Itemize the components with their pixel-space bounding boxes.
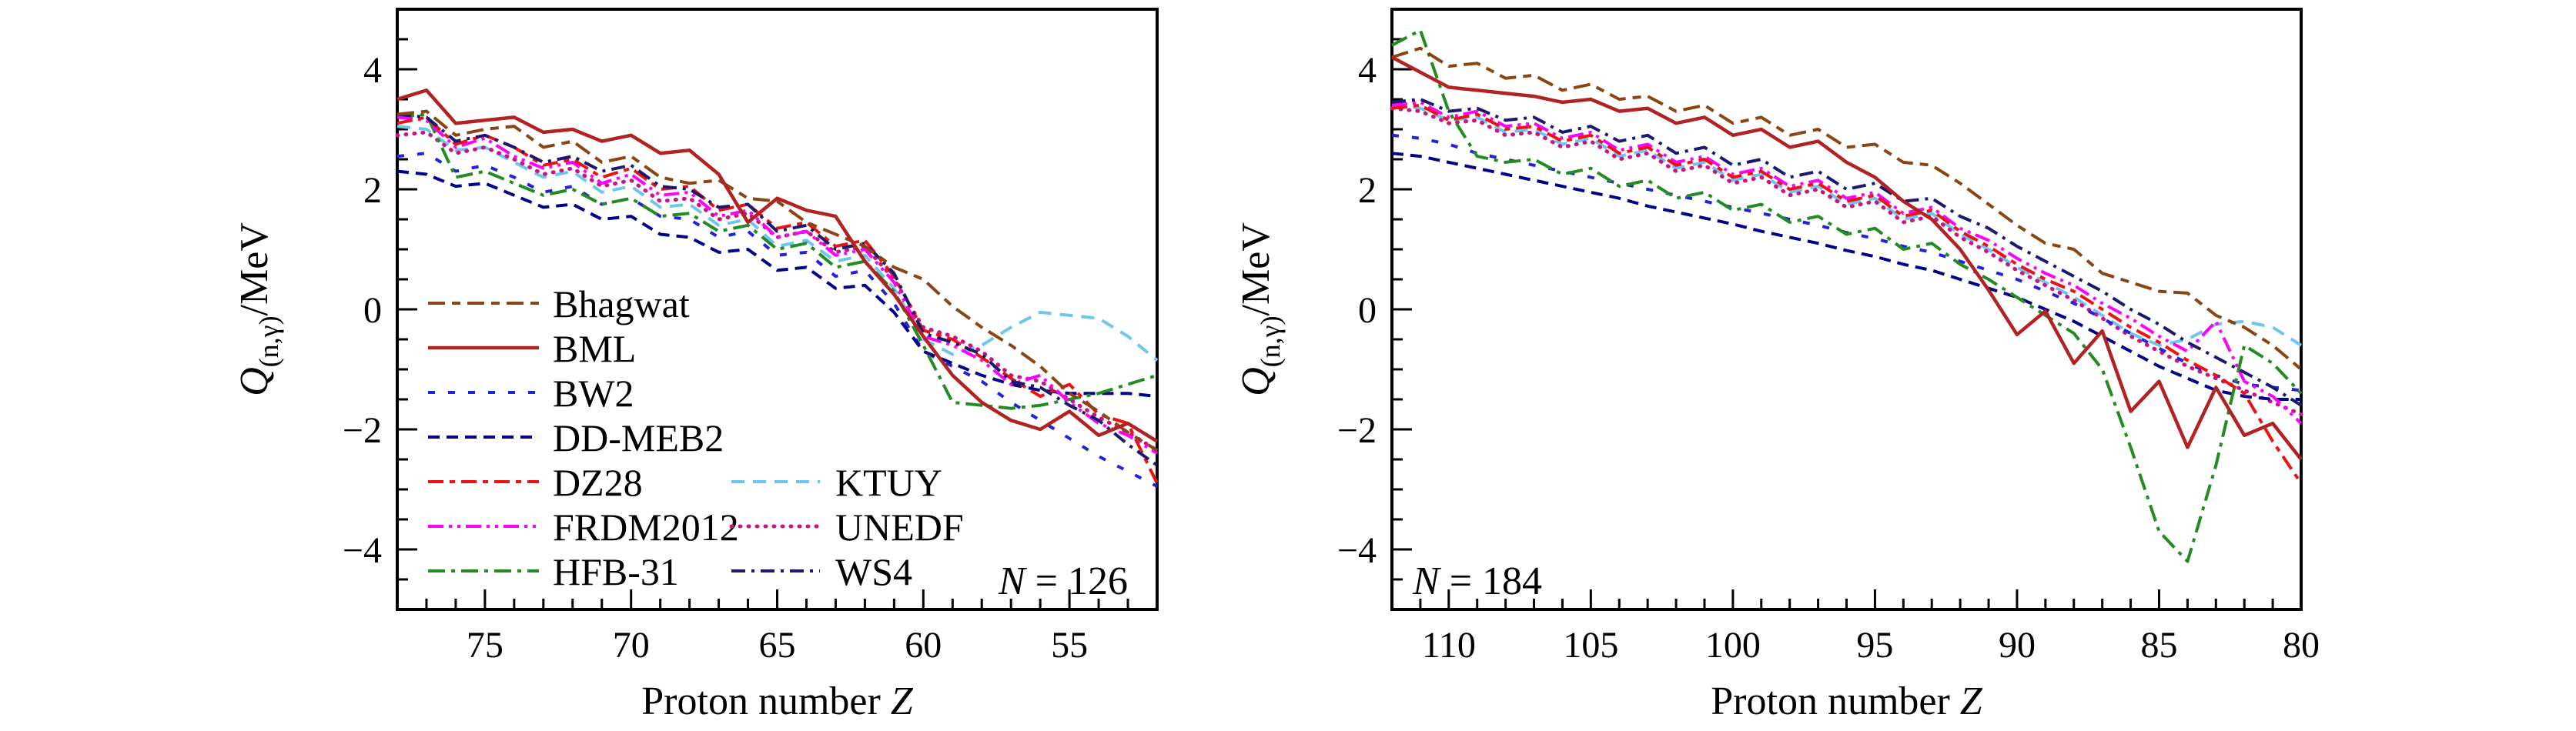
series-line-KTUY [396,125,1159,362]
y-axis-tick-label: −2 [343,410,382,451]
series-group [1390,28,2303,563]
y-axis-tick-label: −2 [1337,410,1377,451]
series-line-KTUY [1391,103,2303,347]
legend-label-DD-MEB2: DD-MEB2 [553,416,724,459]
y-axis-ticks: 4 2 0 −2 −4 [343,38,417,581]
panel-left: 75 70 65 60 55 4 2 0 −2 −4 BhagwatBMLBW2DD-MEB2DZ2… [233,8,1159,723]
series-line-BML [1390,55,2303,461]
series-line-FRDM2012 [1391,100,2303,425]
legend-label-HFB-31: HFB-31 [553,550,679,593]
x-axis-tick-label: 75 [467,625,503,666]
series-line-DD-MEB2 [396,169,1158,399]
plot-frame [1390,8,2303,611]
y-axis-tick-label: 0 [363,290,382,331]
series-line-Bhagwat [1391,46,2303,371]
y-axis-tick-label: 2 [1358,170,1377,211]
y-axis-tick-label: −4 [1337,530,1377,571]
legend-label-KTUY: KTUY [835,461,942,504]
series-line-Bhagwat [396,109,1159,452]
panel-right: 110 105 100 95 90 85 80 4 2 0 −2 −4 N = 184 Proton nu… [1234,8,2320,723]
x-axis-tick-label: 100 [1705,625,1761,666]
legend-label-BW2: BW2 [553,372,634,415]
x-axis-tick-label: 95 [1856,625,1893,666]
plot-frame [396,8,1159,611]
y-axis-title: Q(n,γ)/MeV [233,222,284,396]
series-line-UNEDF [1390,106,2303,416]
legend-label-Bhagwat: Bhagwat [553,282,690,325]
x-axis-tick-label: 85 [2140,625,2177,666]
x-axis-tick-label: 70 [613,625,650,666]
y-axis-title: Q(n,γ)/MeV [1234,222,1286,396]
y-axis-tick-label: −4 [343,530,382,571]
series-line-DZ28 [1391,103,2303,485]
y-axis-ticks: 4 2 0 −2 −4 [1337,38,1412,581]
series-line-HFB-31 [1391,28,2303,563]
legend-label-FRDM2012: FRDM2012 [553,506,739,549]
panel-label-left: N = 126 [998,559,1128,603]
x-axis-tick-label: 90 [1999,625,2036,666]
series-group [395,88,1159,488]
series-line-DD-MEB2 [1391,152,2301,401]
legend-label-BML: BML [553,327,636,370]
x-axis-title: Proton number Z [1711,679,1983,723]
x-axis-tick-label: 55 [1051,625,1088,666]
legend-label-DZ28: DZ28 [553,461,643,504]
legend-label-WS4: WS4 [835,550,912,593]
series-line-HFB-31 [396,112,1158,410]
series-line-FRDM2012 [396,115,1159,455]
x-axis-tick-label: 105 [1563,625,1618,666]
panel-label-right: N = 184 [1412,559,1542,603]
x-axis-tick-label: 60 [905,625,942,666]
y-axis-tick-label: 0 [1358,290,1377,331]
x-axis-tick-label: 80 [2283,625,2320,666]
series-line-WS4 [1391,98,2303,407]
series-line-BW2 [1391,133,2302,392]
series-line-BML [396,88,1159,443]
x-axis-ticks: 110 105 100 95 90 85 80 [1419,589,2320,666]
series-line-WS4 [396,112,1159,467]
y-axis-tick-label: 4 [1358,50,1377,91]
legend-label-UNEDF: UNEDF [835,506,964,549]
y-axis-tick-label: 2 [363,170,382,211]
x-axis-tick-label: 110 [1422,625,1476,666]
x-axis-title: Proton number Z [641,679,914,723]
y-axis-tick-label: 4 [363,50,382,91]
x-axis-ticks: 75 70 65 60 55 [425,589,1129,666]
series-line-UNEDF [395,130,1159,452]
x-axis-tick-label: 65 [759,625,796,666]
